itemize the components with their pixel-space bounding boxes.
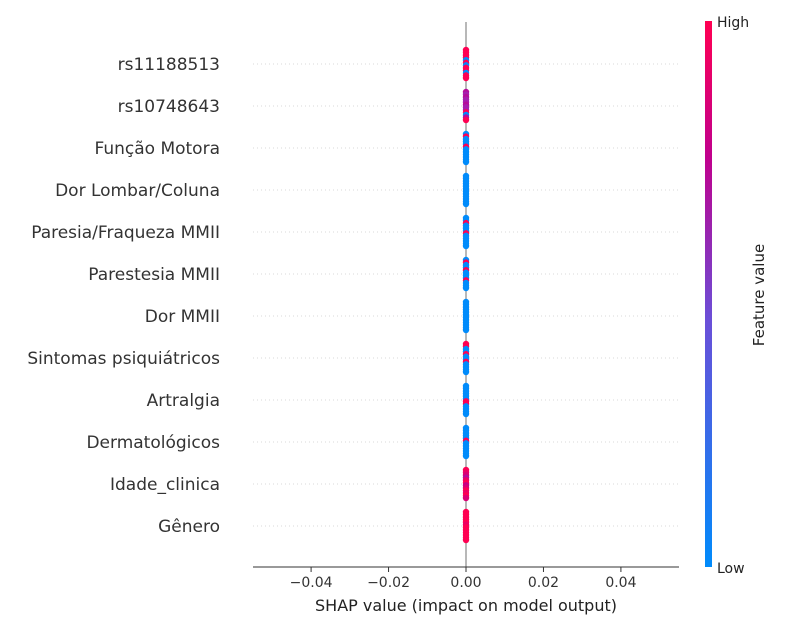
shap-point xyxy=(462,368,470,376)
feature-label: Dor Lombar/Coluna xyxy=(55,181,220,201)
x-tick-label: −0.02 xyxy=(367,575,410,591)
feature-label: Artralgia xyxy=(147,391,220,411)
x-tick-label: 0.04 xyxy=(605,575,636,591)
shap-point xyxy=(462,74,470,82)
x-axis-label: SHAP value (impact on model output) xyxy=(315,596,617,615)
feature-label: Função Motora xyxy=(94,139,220,159)
shap-point xyxy=(462,410,470,418)
shap-point xyxy=(462,158,470,166)
shap-point xyxy=(462,116,470,124)
x-tick-label: 0.00 xyxy=(450,575,481,591)
shap-point xyxy=(462,284,470,292)
feature-label: rs10748643 xyxy=(118,97,220,117)
colorbar-low-label: Low xyxy=(717,561,745,577)
shap-point xyxy=(462,242,470,250)
rows-layer: rs11188513 rs10748643 Função Motora Dor Lom… xyxy=(27,55,679,537)
shap-point xyxy=(462,200,470,208)
colorbar-high-label: High xyxy=(717,15,749,31)
x-tick-label: −0.04 xyxy=(290,575,333,591)
shap-point xyxy=(462,452,470,460)
feature-label: Paresia/Fraqueza MMII xyxy=(31,223,220,243)
feature-label: Sintomas psiquiátricos xyxy=(27,349,220,369)
points-layer xyxy=(462,46,470,544)
shap-point xyxy=(462,536,470,544)
feature-label: rs11188513 xyxy=(118,55,220,75)
shap-point xyxy=(462,326,470,334)
colorbar-title: Feature value xyxy=(750,244,768,346)
x-tick-label: 0.02 xyxy=(528,575,559,591)
x-ticks: −0.04 −0.02 0.00 0.02 0.04 xyxy=(290,567,637,591)
colorbar xyxy=(705,21,712,567)
feature-label: Dor MMII xyxy=(145,307,220,327)
feature-label: Idade_clinica xyxy=(110,475,220,495)
feature-label: Gênero xyxy=(158,517,220,537)
shap-point xyxy=(462,494,470,502)
feature-label: Dermatológicos xyxy=(86,433,220,453)
feature-label: Parestesia MMII xyxy=(88,265,220,285)
